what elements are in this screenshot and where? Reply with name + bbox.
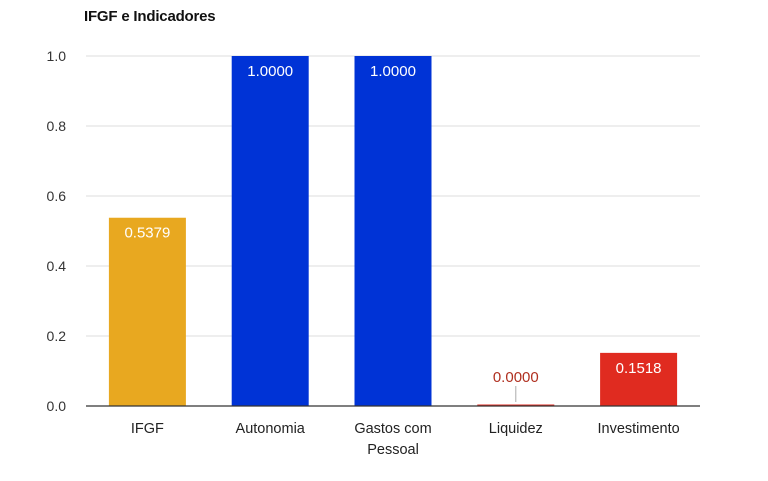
x-tick-label: Liquidez <box>489 421 543 437</box>
x-tick-label: IFGF <box>131 421 164 437</box>
data-label: 0.5379 <box>124 225 170 242</box>
y-tick-label: 0.6 <box>47 188 67 204</box>
bar <box>231 56 309 406</box>
chart-title: IFGF e Indicadores <box>84 8 216 25</box>
bar <box>354 56 432 406</box>
y-tick-label: 0.4 <box>47 258 67 274</box>
y-tick-label: 0.2 <box>47 328 67 344</box>
y-tick-label: 1.0 <box>47 48 67 64</box>
x-tick-label: Autonomia <box>236 421 306 437</box>
bar <box>108 217 186 406</box>
y-tick-label: 0.0 <box>47 398 67 414</box>
data-label: 0.0000 <box>493 369 539 386</box>
data-label: 1.0000 <box>247 63 293 80</box>
bar <box>600 352 678 406</box>
x-tick-label: Investimento <box>597 421 679 437</box>
x-tick-label: Gastos com <box>354 421 431 437</box>
data-label: 1.0000 <box>370 63 416 80</box>
x-tick-label: Pessoal <box>367 442 419 458</box>
data-label: 0.1518 <box>616 360 662 377</box>
bar <box>477 404 555 406</box>
y-tick-label: 0.8 <box>47 118 67 134</box>
